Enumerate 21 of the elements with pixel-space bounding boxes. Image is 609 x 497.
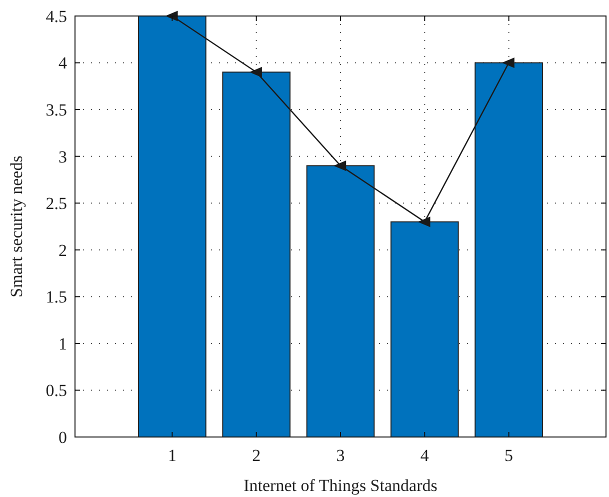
point bbox=[418, 216, 430, 228]
point bbox=[502, 58, 514, 68]
x-axis-title: Internet of Things Standards bbox=[244, 476, 438, 495]
y-tick-label: 3 bbox=[58, 147, 67, 166]
y-tick-label: 0 bbox=[58, 428, 67, 447]
x-tick-label: 5 bbox=[504, 446, 514, 465]
y-tick-label: 0.5 bbox=[46, 381, 67, 400]
y-tick-label: 2 bbox=[58, 240, 67, 260]
y-tick-label: 3.5 bbox=[46, 100, 67, 120]
y-tick-label: 1 bbox=[58, 334, 67, 354]
point bbox=[249, 66, 262, 78]
y-tick-label: 4 bbox=[58, 54, 68, 73]
y-tick-label: 2.5 bbox=[46, 194, 67, 214]
x-tick-label: 3 bbox=[336, 446, 345, 465]
x-tick-label: 1 bbox=[168, 446, 176, 465]
y-tick-label: 4.5 bbox=[46, 6, 67, 26]
y-axis-title: Smart security needs bbox=[7, 156, 26, 298]
x-tick-label: 2 bbox=[252, 446, 261, 465]
point bbox=[334, 160, 346, 171]
y-tick-label: 1.5 bbox=[46, 288, 67, 307]
x-tick-label: 4 bbox=[420, 446, 430, 465]
